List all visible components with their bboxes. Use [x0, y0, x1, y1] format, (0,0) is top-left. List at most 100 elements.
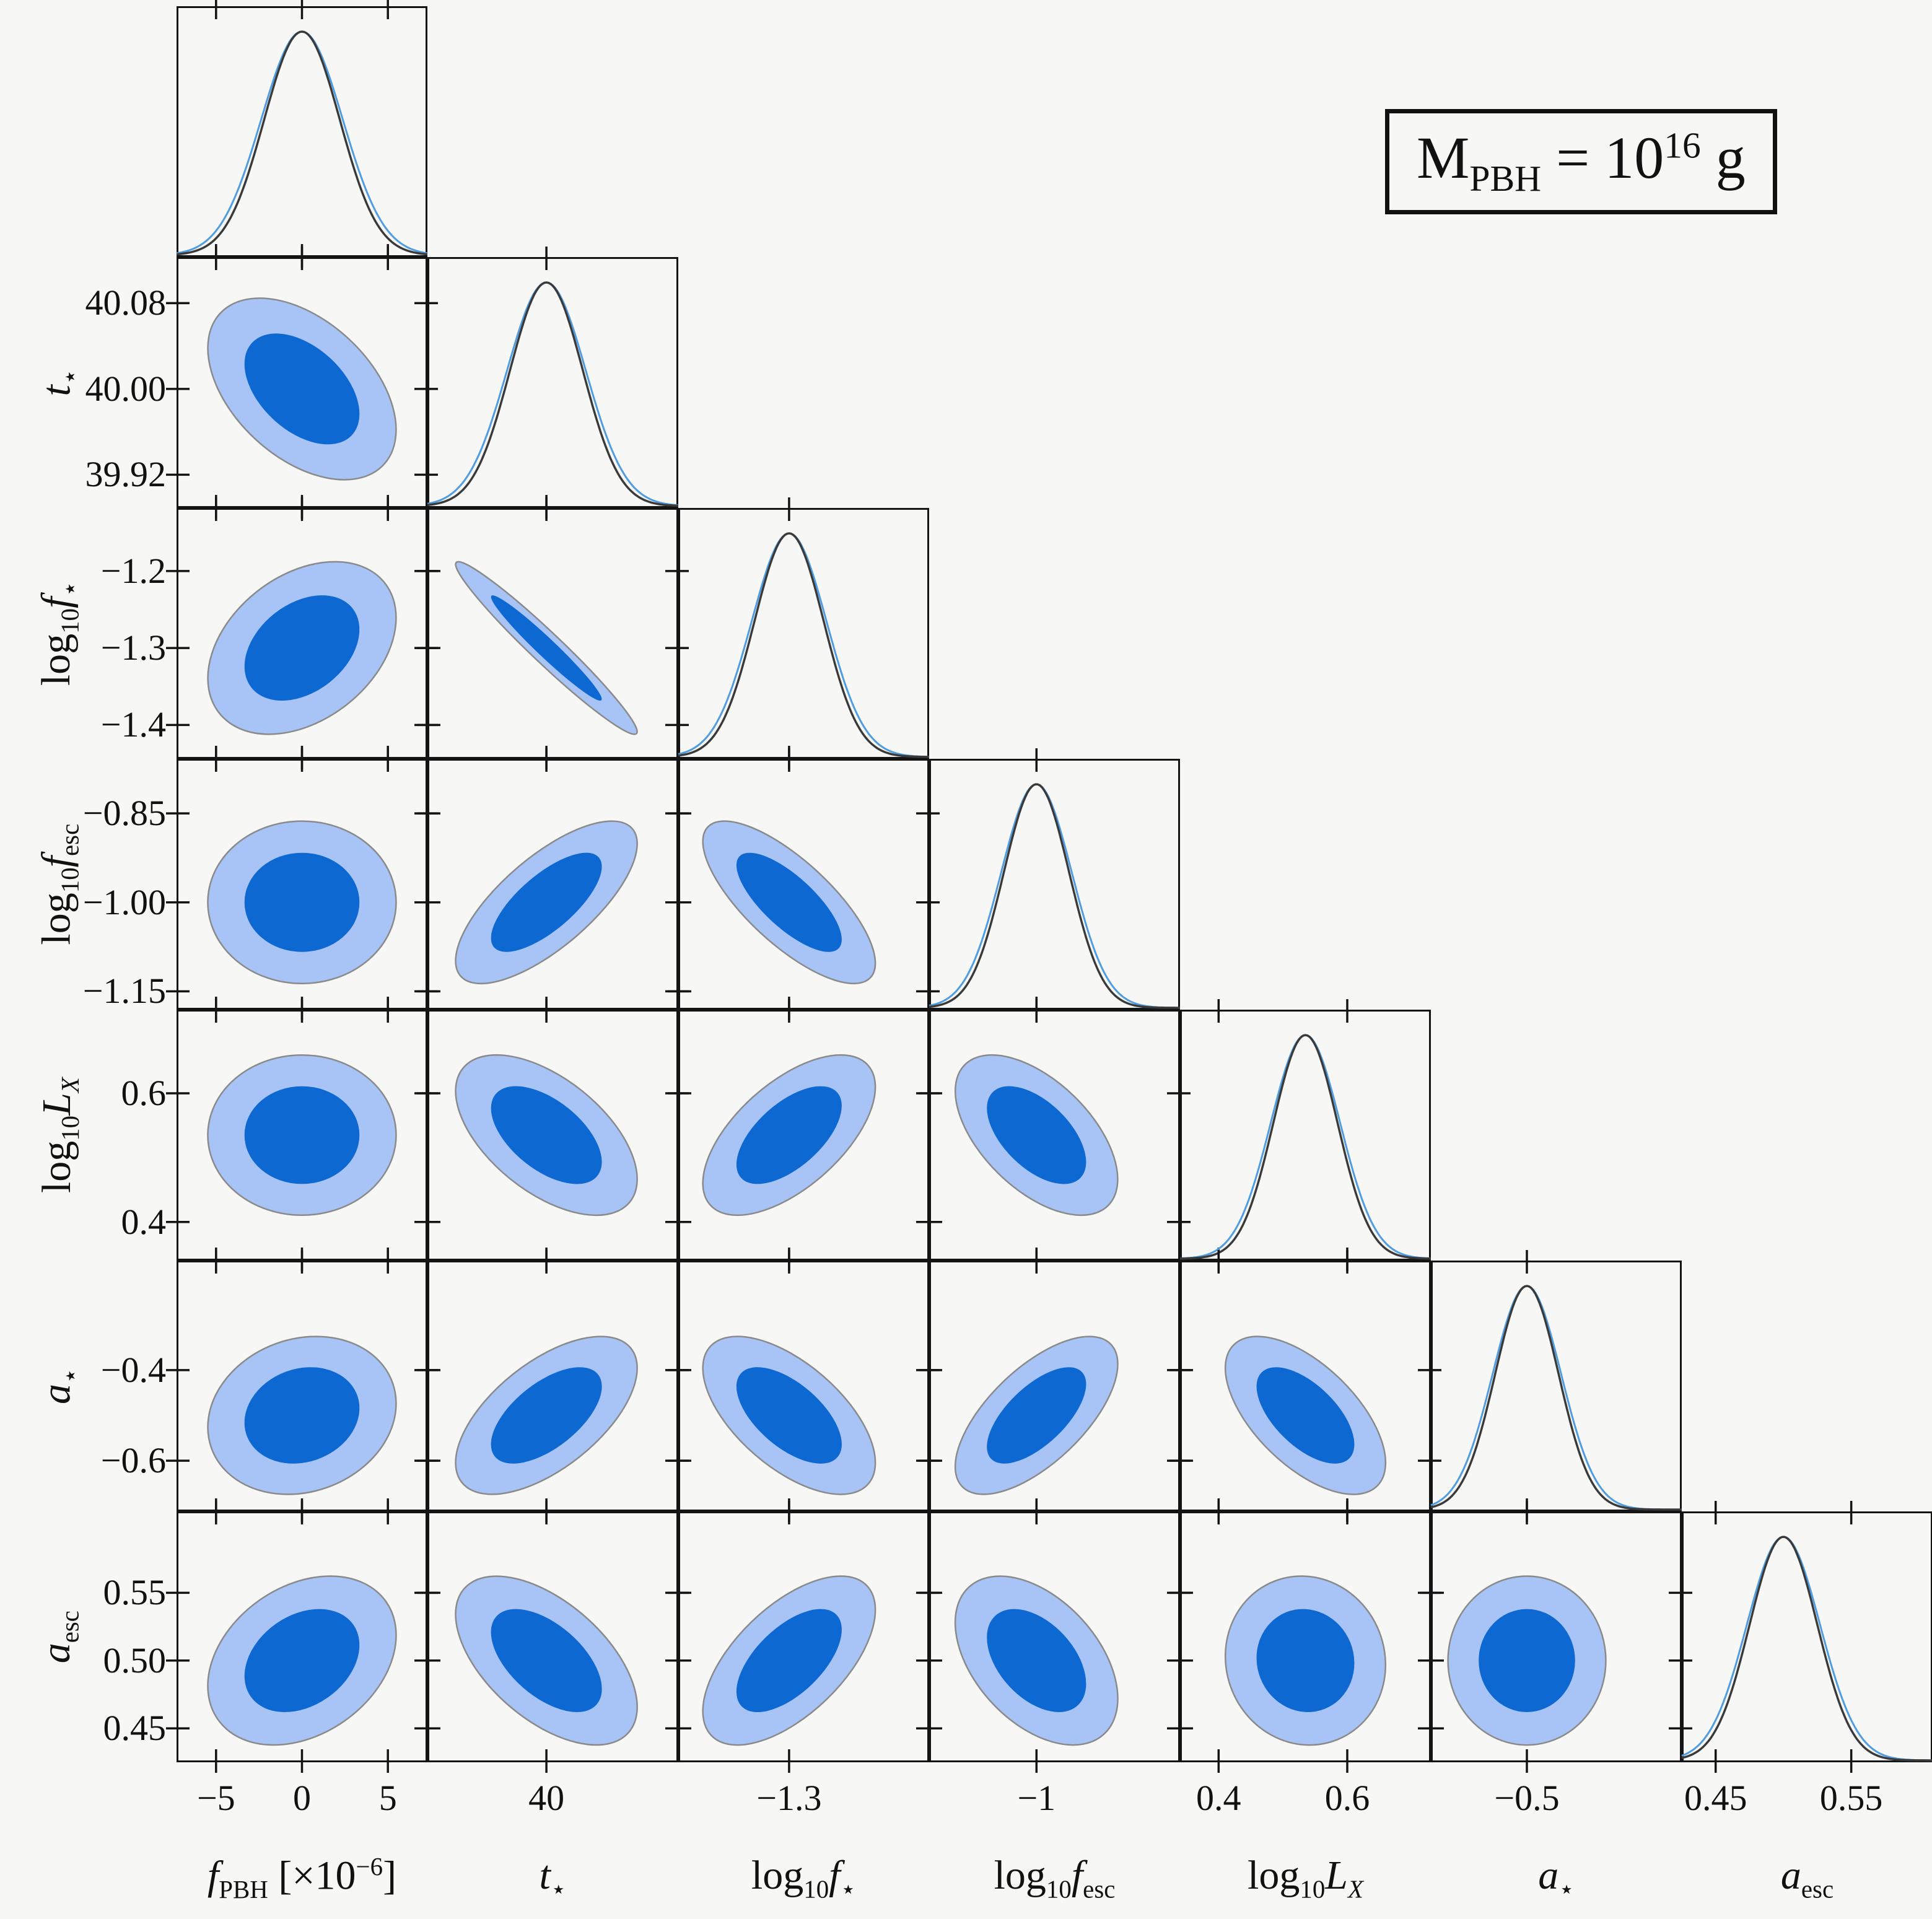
panel-canvas	[1179, 999, 1432, 1271]
contour-inner-68	[244, 1367, 360, 1464]
panel-canvas	[668, 1501, 940, 1773]
x-axis-label-log10_f_star: log10f⋆	[751, 1853, 857, 1904]
panel-a_star-vs-a_esc	[1420, 1501, 1692, 1773]
posterior-curve	[678, 532, 930, 758]
panel-log10_f_star-vs-a_esc	[668, 1501, 940, 1773]
panel-diagonal-log10_f_star	[678, 497, 930, 769]
x-tick-label: −0.5	[1494, 1778, 1560, 1818]
x-tick-label: 0	[293, 1778, 311, 1818]
panel-canvas	[668, 748, 940, 1020]
panel-canvas	[929, 748, 1180, 1020]
panel-canvas	[668, 1250, 940, 1522]
title-text: MPBH = 1016 g	[1417, 125, 1746, 199]
x-tick-label: 0.55	[1819, 1778, 1883, 1818]
contour-inner-68	[987, 1609, 1086, 1712]
contour-inner-68	[1479, 1609, 1575, 1712]
panel-t_star-vs-log10_f_star	[417, 497, 689, 769]
panel-diagonal-log10_L_X	[1179, 999, 1432, 1271]
contour-inner-68	[244, 595, 360, 701]
panel-f_PBH-vs-log10_f_star	[166, 497, 438, 769]
y-tick-label: 0.6	[121, 1073, 167, 1113]
x-tick-label: 0.6	[1324, 1778, 1370, 1818]
contour-inner-68	[1256, 1367, 1355, 1464]
contour-inner-68	[491, 1609, 602, 1712]
panel-canvas	[166, 999, 438, 1271]
x-tick-label: 5	[378, 1778, 397, 1818]
panel-log10_L_X-vs-a_esc	[1169, 1501, 1441, 1773]
x-tick-label: −1	[1017, 1778, 1056, 1818]
y-axis-label-log10_f_esc: log10fesc	[33, 823, 84, 945]
x-axis-label-t_star: t⋆	[539, 1853, 567, 1904]
y-tick-label: −1.4	[100, 704, 166, 745]
panel-canvas	[166, 748, 438, 1020]
posterior-curve	[1681, 1536, 1932, 1762]
x-tick-label: 0.45	[1684, 1778, 1747, 1818]
contour-inner-68	[244, 1086, 360, 1184]
posterior-curve	[1430, 1285, 1682, 1511]
posterior-curve	[1430, 1285, 1682, 1511]
posterior-curve	[678, 532, 929, 758]
panel-diagonal-a_star	[1430, 1250, 1682, 1522]
panel-f_PBH-vs-log10_f_esc	[166, 748, 438, 1020]
contour-inner-68	[736, 1086, 842, 1184]
y-tick-label: 40.00	[85, 368, 167, 409]
panel-canvas	[919, 1250, 1191, 1522]
panel-log10_f_esc-vs-a_esc	[919, 1501, 1191, 1773]
y-tick-label: −1.15	[82, 971, 166, 1012]
y-tick-label: −1.3	[100, 627, 166, 668]
contour-inner-68	[1256, 1609, 1355, 1713]
posterior-curve	[929, 783, 1180, 1009]
panel-log10_f_star-vs-log10_f_esc	[668, 748, 940, 1020]
panel-canvas	[427, 247, 679, 518]
panel-canvas	[417, 999, 689, 1271]
panel-canvas	[1430, 1250, 1682, 1522]
panel-f_PBH-vs-a_esc	[166, 1501, 438, 1773]
panel-diagonal-f_PBH	[176, 0, 428, 268]
panel-canvas	[417, 1501, 689, 1773]
panel-canvas	[417, 1250, 689, 1522]
y-tick-label: 0.55	[103, 1572, 167, 1613]
panel-canvas	[176, 0, 428, 268]
contour-inner-68	[736, 1609, 842, 1713]
contour-inner-68	[736, 1367, 842, 1464]
x-tick-label: 0.4	[1196, 1778, 1241, 1818]
posterior-curve	[176, 30, 428, 255]
posterior-curve	[929, 783, 1180, 1009]
contour-inner-68	[244, 852, 360, 952]
x-axis-label-log10_f_esc: log10fesc	[994, 1853, 1116, 1904]
panel-diagonal-log10_f_esc	[929, 748, 1180, 1020]
y-tick-label: −0.4	[100, 1349, 166, 1390]
posterior-curve	[427, 281, 679, 507]
contour-inner-68	[987, 1367, 1086, 1464]
x-axis-label-a_star: a⋆	[1538, 1853, 1575, 1904]
panel-canvas	[166, 497, 438, 769]
y-tick-label: −0.6	[100, 1440, 166, 1481]
panel-canvas	[1420, 1501, 1692, 1773]
panel-t_star-vs-log10_L_X	[417, 999, 689, 1271]
panel-log10_f_star-vs-log10_L_X	[668, 999, 940, 1271]
contour-inner-68	[491, 1367, 602, 1464]
panel-f_PBH-vs-t_star	[166, 247, 438, 518]
panel-canvas	[678, 497, 930, 769]
y-axis-label-a_star: a⋆	[33, 1368, 84, 1404]
x-axis-label-a_esc: aesc	[1780, 1853, 1834, 1904]
y-tick-label: −1.00	[82, 881, 166, 922]
panel-canvas	[919, 999, 1191, 1271]
y-tick-label: 0.50	[103, 1640, 167, 1681]
panel-log10_f_star-vs-a_star	[668, 1250, 940, 1522]
panel-canvas	[1681, 1501, 1932, 1773]
contour-inner-68	[491, 1086, 602, 1184]
contour-inner-68	[491, 852, 602, 952]
contour-inner-68	[987, 1086, 1086, 1184]
panel-log10_L_X-vs-a_star	[1169, 1250, 1441, 1522]
y-axis-label-a_esc: aesc	[33, 1610, 84, 1664]
panel-canvas	[1169, 1250, 1441, 1522]
panel-t_star-vs-a_star	[417, 1250, 689, 1522]
contour-inner-68	[736, 852, 842, 952]
x-tick-label: 40	[528, 1778, 565, 1818]
panel-canvas	[1169, 1501, 1441, 1773]
y-tick-label: −0.85	[82, 793, 166, 834]
y-tick-label: 39.92	[85, 454, 167, 495]
panel-t_star-vs-log10_f_esc	[417, 748, 689, 1020]
